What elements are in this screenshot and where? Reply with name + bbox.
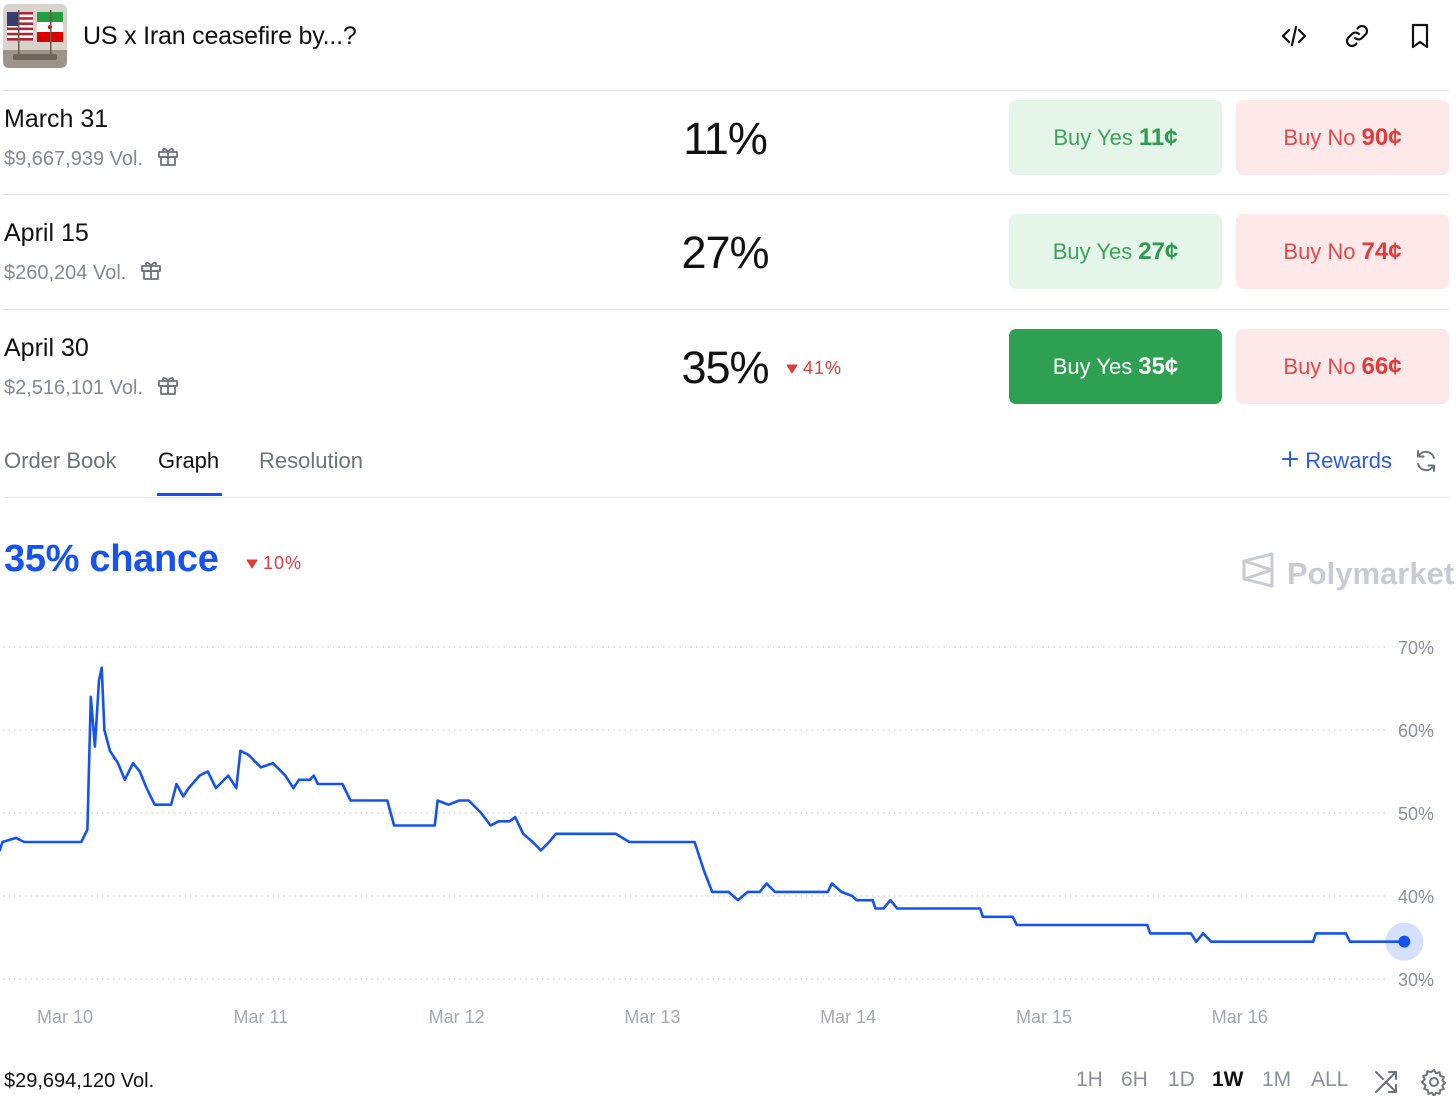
- buy-no-button[interactable]: Buy No 90¢: [1236, 100, 1449, 175]
- market-title: US x Iran ceasefire by...?: [83, 22, 357, 50]
- detail-tabs: Order Book Graph Resolution Rewards: [3, 430, 1449, 498]
- buy-no-price: 66¢: [1361, 352, 1402, 380]
- y-tick-label: 60%: [1398, 721, 1434, 741]
- market-probability: 27%: [681, 227, 769, 278]
- series-line: [0, 666, 1406, 943]
- settings-gear-icon[interactable]: [1420, 1068, 1448, 1097]
- market-probability: 11%: [683, 113, 768, 164]
- market-volume-wrap: $260,204 Vol.: [4, 259, 162, 287]
- polymarket-watermark: Polymarket: [1241, 552, 1454, 596]
- market-volume: $2,516,101 Vol.: [4, 376, 144, 399]
- flags-image: [3, 4, 67, 68]
- polymarket-wordmark: Polymarket: [1287, 556, 1455, 591]
- buy-no-button[interactable]: Buy No 74¢: [1236, 214, 1449, 289]
- market-header: US x Iran ceasefire by...?: [0, 0, 1456, 76]
- buy-yes-label: Buy Yes: [1052, 353, 1133, 379]
- tab-graph[interactable]: Graph: [158, 448, 220, 473]
- probability-change: 41%: [786, 358, 842, 379]
- range-1h[interactable]: 1H: [1076, 1068, 1103, 1091]
- active-tab-indicator: [157, 493, 222, 496]
- market-volume-wrap: $9,667,939 Vol.: [4, 145, 179, 173]
- current-point-marker: [1398, 935, 1411, 948]
- buy-no-label: Buy No: [1283, 353, 1356, 379]
- buy-yes-price: 11¢: [1138, 123, 1178, 151]
- range-1m[interactable]: 1M: [1262, 1068, 1292, 1091]
- embed-code-icon[interactable]: [1278, 20, 1310, 52]
- x-tick-label: Mar 13: [624, 1007, 680, 1027]
- x-tick-label: Mar 11: [233, 1007, 288, 1027]
- y-tick-label: 30%: [1398, 970, 1434, 990]
- rewards-label: Rewards: [1305, 448, 1392, 473]
- plus-icon: [1281, 448, 1299, 474]
- market-name: April 30: [4, 334, 89, 362]
- market-row-april-30[interactable]: April 30 $2,516,101 Vol. 35% 41% Buy Yes…: [3, 309, 1449, 423]
- chance-change: 10%: [246, 553, 302, 574]
- tab-resolution[interactable]: Resolution: [259, 448, 363, 473]
- gift-icon[interactable]: [157, 145, 179, 173]
- y-tick-label: 50%: [1398, 804, 1434, 824]
- bookmark-icon[interactable]: [1404, 20, 1436, 52]
- probability-chart[interactable]: 70% 60% 50% 40% 30% Mar 10 Mar 11 Mar 12 Mar 13 M…: [0, 600, 1456, 1040]
- y-tick-label: 70%: [1398, 638, 1434, 658]
- buy-yes-button[interactable]: Buy Yes 35¢: [1009, 329, 1222, 404]
- x-tick-label: Mar 14: [820, 1007, 876, 1027]
- buy-yes-button[interactable]: Buy Yes 11¢: [1009, 100, 1222, 175]
- y-tick-label: 40%: [1398, 887, 1434, 907]
- chance-headline: 35% chance: [4, 538, 219, 580]
- buy-no-label: Buy No: [1283, 238, 1356, 264]
- probability-change-value: 41%: [803, 358, 843, 378]
- total-volume: $29,694,120 Vol.: [4, 1070, 155, 1092]
- market-volume-wrap: $2,516,101 Vol.: [4, 374, 179, 402]
- buy-no-price: 74¢: [1361, 237, 1402, 265]
- down-triangle-icon: [246, 553, 258, 574]
- market-row-april-15[interactable]: April 15 $260,204 Vol. 27% Buy Yes 27¢ Bu…: [3, 194, 1449, 308]
- range-1d[interactable]: 1D: [1168, 1068, 1195, 1091]
- market-row-march-31[interactable]: March 31 $9,667,939 Vol. 11% Buy Yes 11¢ …: [3, 90, 1449, 204]
- buy-no-price: 90¢: [1361, 123, 1402, 151]
- gift-icon[interactable]: [157, 374, 179, 402]
- range-all[interactable]: ALL: [1311, 1068, 1349, 1091]
- buy-yes-label: Buy Yes: [1053, 124, 1133, 150]
- market-thumbnail: [3, 4, 67, 68]
- market-name: March 31: [4, 105, 109, 133]
- x-tick-label: Mar 16: [1212, 1007, 1268, 1027]
- buy-yes-price: 27¢: [1138, 237, 1179, 265]
- rewards-button[interactable]: Rewards: [1281, 448, 1392, 474]
- market-probability: 35%: [681, 342, 769, 393]
- market-volume: $260,204 Vol.: [4, 261, 127, 284]
- refresh-icon[interactable]: [1413, 448, 1441, 476]
- market-volume: $9,667,939 Vol.: [4, 147, 144, 170]
- gift-icon[interactable]: [140, 259, 162, 287]
- range-6h[interactable]: 6H: [1121, 1068, 1148, 1091]
- x-tick-label: Mar 12: [429, 1007, 485, 1027]
- buy-yes-price: 35¢: [1138, 352, 1179, 380]
- down-triangle-icon: [786, 358, 798, 379]
- range-1w[interactable]: 1W: [1212, 1068, 1244, 1091]
- buy-no-label: Buy No: [1283, 124, 1356, 150]
- market-name: April 15: [4, 219, 89, 247]
- shuffle-icon[interactable]: [1372, 1068, 1400, 1096]
- buy-yes-label: Buy Yes: [1052, 238, 1133, 264]
- polymarket-logo-icon: [1241, 552, 1275, 596]
- x-tick-label: Mar 10: [37, 1007, 93, 1027]
- link-icon[interactable]: [1341, 20, 1373, 52]
- buy-no-button[interactable]: Buy No 66¢: [1236, 329, 1449, 404]
- x-tick-label: Mar 15: [1016, 1007, 1072, 1027]
- chance-change-value: 10%: [263, 553, 303, 573]
- tab-order-book[interactable]: Order Book: [4, 448, 117, 473]
- buy-yes-button[interactable]: Buy Yes 27¢: [1009, 214, 1222, 289]
